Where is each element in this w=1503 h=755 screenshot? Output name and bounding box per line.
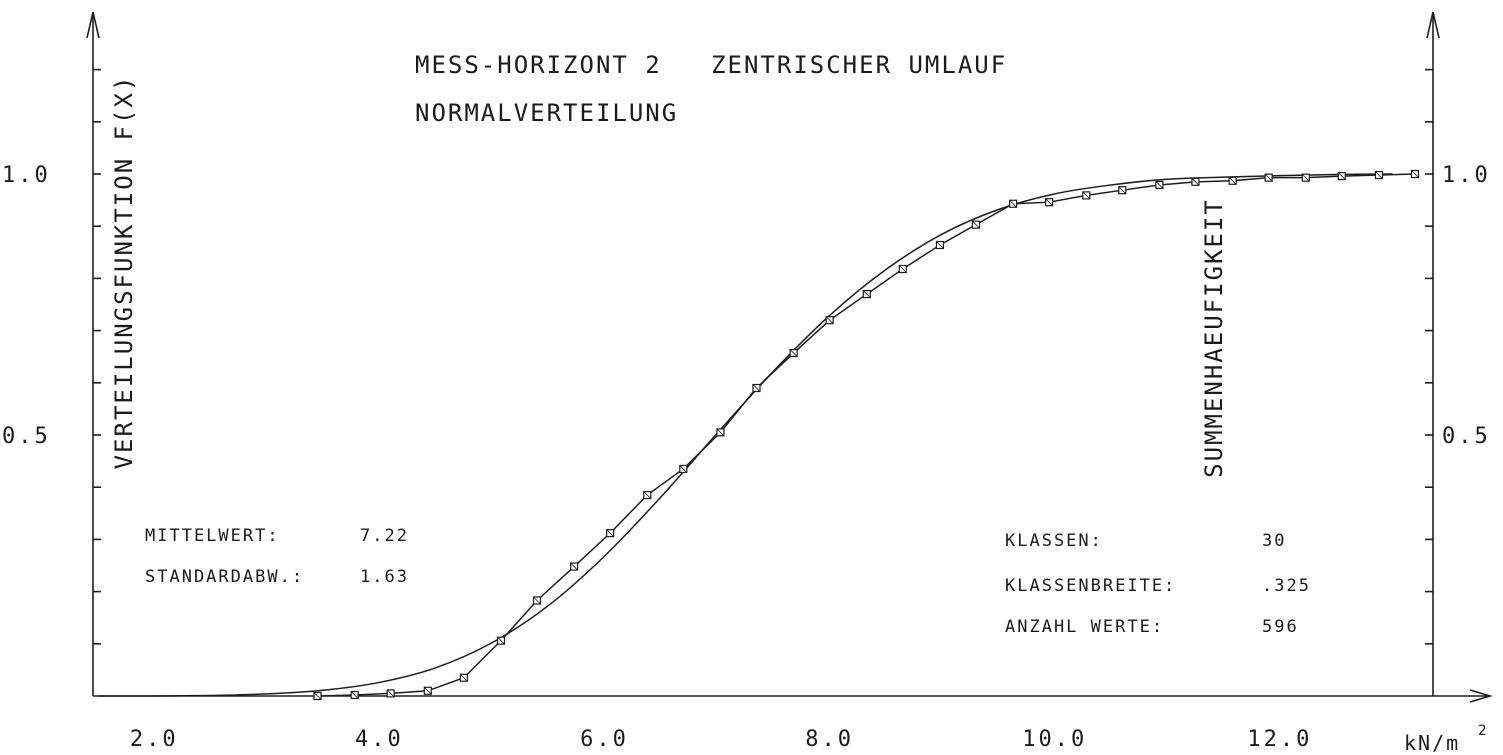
x-tick-label: 2.0 — [130, 727, 179, 752]
class-width-label: KLASSENBREITE: — [1005, 576, 1176, 596]
stddev-value: 1.63 — [360, 567, 409, 587]
data-point-marker-cross — [497, 636, 505, 645]
data-point-marker-cross — [1264, 173, 1273, 182]
data-point-marker-cross — [716, 428, 725, 437]
left-y-axis-arrow — [86, 11, 100, 39]
data-point-marker-cross — [863, 290, 871, 298]
chart-title: MESS-HORIZONT 2 ZENTRISCHER UMLAUF — [415, 51, 1007, 79]
right-y-tick-label: 0.5 — [1442, 424, 1491, 449]
classes-label: KLASSEN: — [1005, 531, 1103, 551]
x-unit: kN/m — [1404, 731, 1460, 755]
stats-right: KLASSEN: 30 KLASSENBREITE: .325 ANZAHL W… — [1005, 531, 1311, 637]
data-point-marker-cross — [825, 316, 834, 324]
data-point-marker-cross — [460, 673, 468, 682]
data-point-marker-cross — [1375, 171, 1383, 179]
stddev-label: STANDARDABW.: — [145, 567, 304, 587]
right-y-tick-label: 1.0 — [1442, 163, 1491, 188]
data-point-marker-cross — [1155, 181, 1164, 189]
data-point-marker-cross — [1338, 172, 1346, 180]
x-tick-label: 12.0 — [1247, 727, 1312, 752]
x-axis-arrow — [1469, 689, 1493, 703]
data-point-marker-cross — [1045, 198, 1053, 206]
mean-label: MITTELWERT: — [145, 526, 280, 546]
right-y-axis-arrow — [1426, 11, 1440, 39]
data-point-marker-cross — [1411, 170, 1419, 178]
cumulative-frequency-line — [317, 173, 1415, 697]
data-point-marker-cross — [424, 686, 432, 695]
data-point-marker-cross — [643, 491, 652, 499]
data-point-marker-cross — [533, 596, 541, 605]
data-point-marker-cross — [1118, 186, 1127, 194]
x-tick-label: 4.0 — [355, 727, 404, 752]
class-width-value: .325 — [1262, 576, 1311, 596]
left-y-tick-label: 0.5 — [2, 424, 51, 449]
data-point-marker-cross — [1301, 173, 1310, 182]
data-point-marker-cross — [679, 465, 688, 473]
x-unit-label: kN/m 2 — [1404, 723, 1488, 755]
right-y-axis-label: SUMMENHAEUFIGKEIT — [1200, 198, 1228, 478]
data-point-marker-cross — [1191, 178, 1200, 186]
markers-group — [313, 169, 1420, 701]
classes-value: 30 — [1262, 531, 1286, 551]
data-point-marker-cross — [386, 689, 395, 698]
x-unit-exponent: 2 — [1478, 723, 1488, 739]
data-point-marker-cross — [606, 529, 614, 537]
x-tick-label: 6.0 — [580, 727, 629, 752]
data-point-marker-cross — [570, 562, 578, 571]
data-point-marker-cross — [1009, 199, 1017, 208]
count-value: 596 — [1262, 617, 1299, 637]
data-point-marker-cross — [1228, 177, 1237, 185]
data-point-marker-cross — [313, 692, 322, 700]
x-tick-label: 10.0 — [1022, 727, 1087, 752]
data-point-marker-cross — [1082, 191, 1091, 200]
data-point-marker-cross — [789, 349, 798, 357]
chart-subtitle: NORMALVERTEILUNG — [415, 99, 678, 127]
left-y-axis-label: VERTEILUNGSFUNKTION F(X) — [110, 75, 138, 470]
data-point-marker-cross — [972, 220, 980, 229]
left-y-tick-label: 1.0 — [2, 163, 51, 188]
count-label: ANZAHL WERTE: — [1005, 617, 1164, 637]
data-point-marker-cross — [752, 384, 761, 392]
stats-left: MITTELWERT: 7.22 STANDARDABW.: 1.63 — [145, 526, 409, 587]
data-point-marker-cross — [936, 241, 944, 249]
data-point-marker-cross — [350, 691, 359, 699]
normal-distribution-curve — [97, 173, 1393, 697]
x-tick-label: 8.0 — [805, 727, 854, 752]
mean-value: 7.22 — [360, 526, 409, 546]
axes-group: 0.5 1.0 0.5 1.0 2.0 4.0 6.0 8.0 10.0 12.0 — [2, 11, 1493, 752]
data-point-marker-cross — [899, 265, 907, 273]
